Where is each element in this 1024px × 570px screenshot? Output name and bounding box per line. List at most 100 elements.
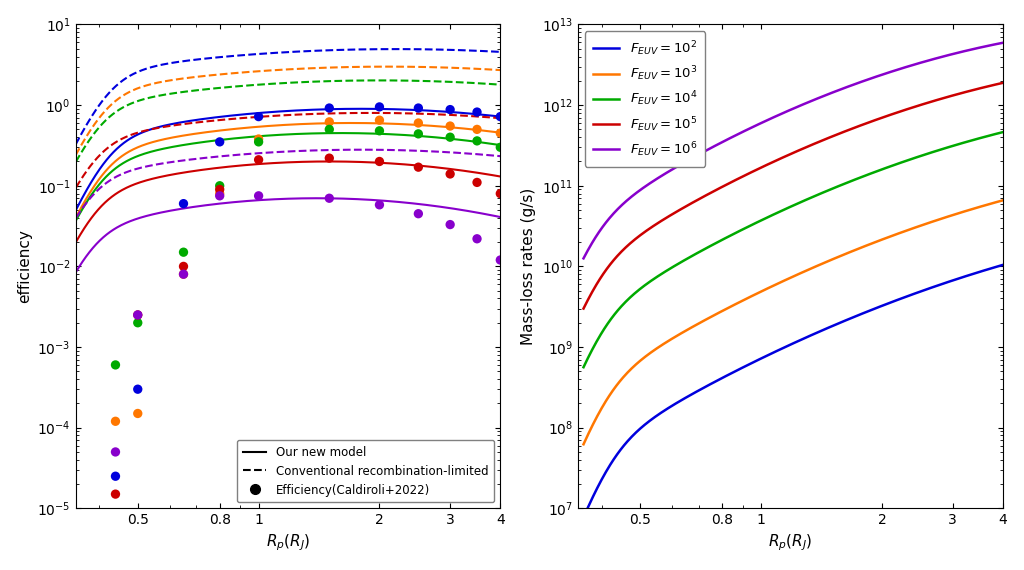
- $F_{EUV} = 10^6$: [965, 46, 977, 53]
- $F_{EUV} = 10^6$: [904, 62, 916, 69]
- $F_{EUV} = 10^3$: [898, 228, 910, 235]
- $F_{EUV} = 10^4$: [578, 364, 590, 371]
- $F_{EUV} = 10^5$: [802, 143, 814, 150]
- $F_{EUV} = 10^4$: [717, 236, 729, 243]
- $F_{EUV} = 10^4$: [802, 196, 814, 202]
- $F_{EUV} = 10^5$: [904, 105, 916, 112]
- Point: [251, 135, 267, 144]
- Point: [130, 311, 146, 320]
- Point: [322, 104, 338, 113]
- $F_{EUV} = 10^6$: [802, 99, 814, 105]
- $F_{EUV} = 10^3$: [578, 441, 590, 447]
- Line: $F_{EUV} = 10^2$: $F_{EUV} = 10^2$: [588, 265, 1002, 508]
- Point: [175, 270, 191, 279]
- Point: [251, 192, 267, 201]
- $F_{EUV} = 10^2$: [698, 384, 711, 390]
- Point: [469, 136, 485, 145]
- X-axis label: $R_p(R_J)$: $R_p(R_J)$: [768, 533, 813, 553]
- Point: [175, 199, 191, 208]
- Point: [130, 385, 146, 394]
- Point: [442, 121, 459, 131]
- Line: $F_{EUV} = 10^4$: $F_{EUV} = 10^4$: [584, 132, 1002, 367]
- Point: [372, 200, 388, 209]
- Legend: $F_{EUV} = 10^2$, $F_{EUV} = 10^3$, $F_{EUV} = 10^4$, $F_{EUV} = 10^5$, $F_{EUV}: $F_{EUV} = 10^2$, $F_{EUV} = 10^3$, $F_{…: [585, 31, 706, 167]
- Point: [322, 117, 338, 127]
- $F_{EUV} = 10^4$: [628, 291, 640, 298]
- Point: [493, 189, 509, 198]
- Legend: Our new model, Conventional recombination-limited, Efficiency(Caldiroli+2022): Our new model, Conventional recombinatio…: [237, 440, 495, 502]
- Point: [411, 209, 427, 218]
- Point: [108, 417, 124, 426]
- $F_{EUV} = 10^2$: [996, 262, 1009, 268]
- $F_{EUV} = 10^2$: [816, 327, 828, 334]
- $F_{EUV} = 10^2$: [938, 280, 950, 287]
- Point: [212, 189, 228, 198]
- Point: [493, 112, 509, 121]
- Point: [411, 162, 427, 172]
- $F_{EUV} = 10^3$: [628, 363, 640, 370]
- Point: [108, 490, 124, 499]
- Point: [212, 181, 228, 190]
- $F_{EUV} = 10^5$: [898, 107, 910, 113]
- Point: [322, 125, 338, 134]
- Point: [212, 192, 228, 201]
- Line: $F_{EUV} = 10^3$: $F_{EUV} = 10^3$: [584, 200, 1002, 444]
- Point: [322, 153, 338, 162]
- Point: [130, 311, 146, 320]
- Point: [411, 129, 427, 139]
- Point: [130, 409, 146, 418]
- $F_{EUV} = 10^6$: [996, 39, 1009, 46]
- $F_{EUV} = 10^2$: [582, 504, 594, 511]
- $F_{EUV} = 10^6$: [717, 139, 729, 145]
- Y-axis label: efficiency: efficiency: [16, 230, 32, 303]
- Point: [251, 155, 267, 164]
- Point: [493, 142, 509, 152]
- $F_{EUV} = 10^5$: [996, 79, 1009, 86]
- Point: [372, 103, 388, 112]
- Point: [442, 133, 459, 142]
- Point: [130, 318, 146, 327]
- $F_{EUV} = 10^3$: [965, 206, 977, 213]
- Point: [175, 270, 191, 279]
- Point: [469, 108, 485, 117]
- Point: [212, 137, 228, 146]
- Point: [108, 447, 124, 457]
- $F_{EUV} = 10^5$: [578, 305, 590, 312]
- Point: [372, 126, 388, 135]
- $F_{EUV} = 10^3$: [996, 197, 1009, 203]
- X-axis label: $R_p(R_J)$: $R_p(R_J)$: [265, 533, 310, 553]
- $F_{EUV} = 10^4$: [898, 158, 910, 165]
- $F_{EUV} = 10^3$: [802, 266, 814, 273]
- Line: $F_{EUV} = 10^6$: $F_{EUV} = 10^6$: [584, 43, 1002, 258]
- $F_{EUV} = 10^5$: [628, 237, 640, 244]
- $F_{EUV} = 10^5$: [965, 87, 977, 94]
- Point: [411, 104, 427, 113]
- Point: [442, 220, 459, 229]
- $F_{EUV} = 10^6$: [628, 192, 640, 198]
- Point: [442, 169, 459, 178]
- $F_{EUV} = 10^2$: [837, 318, 849, 325]
- $F_{EUV} = 10^4$: [904, 156, 916, 162]
- Point: [493, 128, 509, 137]
- Point: [372, 157, 388, 166]
- Point: [372, 116, 388, 125]
- Point: [175, 262, 191, 271]
- Point: [493, 255, 509, 264]
- Point: [108, 360, 124, 369]
- Y-axis label: Mass-loss rates (g/s): Mass-loss rates (g/s): [521, 188, 537, 345]
- $F_{EUV} = 10^5$: [717, 183, 729, 190]
- Point: [469, 178, 485, 187]
- $F_{EUV} = 10^2$: [881, 300, 893, 307]
- $F_{EUV} = 10^4$: [996, 129, 1009, 136]
- Point: [442, 105, 459, 114]
- $F_{EUV} = 10^6$: [578, 255, 590, 262]
- Point: [469, 125, 485, 134]
- Point: [251, 137, 267, 146]
- Point: [212, 185, 228, 194]
- Point: [322, 194, 338, 203]
- Point: [469, 234, 485, 243]
- Point: [108, 471, 124, 481]
- Point: [411, 119, 427, 128]
- Line: $F_{EUV} = 10^5$: $F_{EUV} = 10^5$: [584, 83, 1002, 308]
- $F_{EUV} = 10^4$: [965, 137, 977, 144]
